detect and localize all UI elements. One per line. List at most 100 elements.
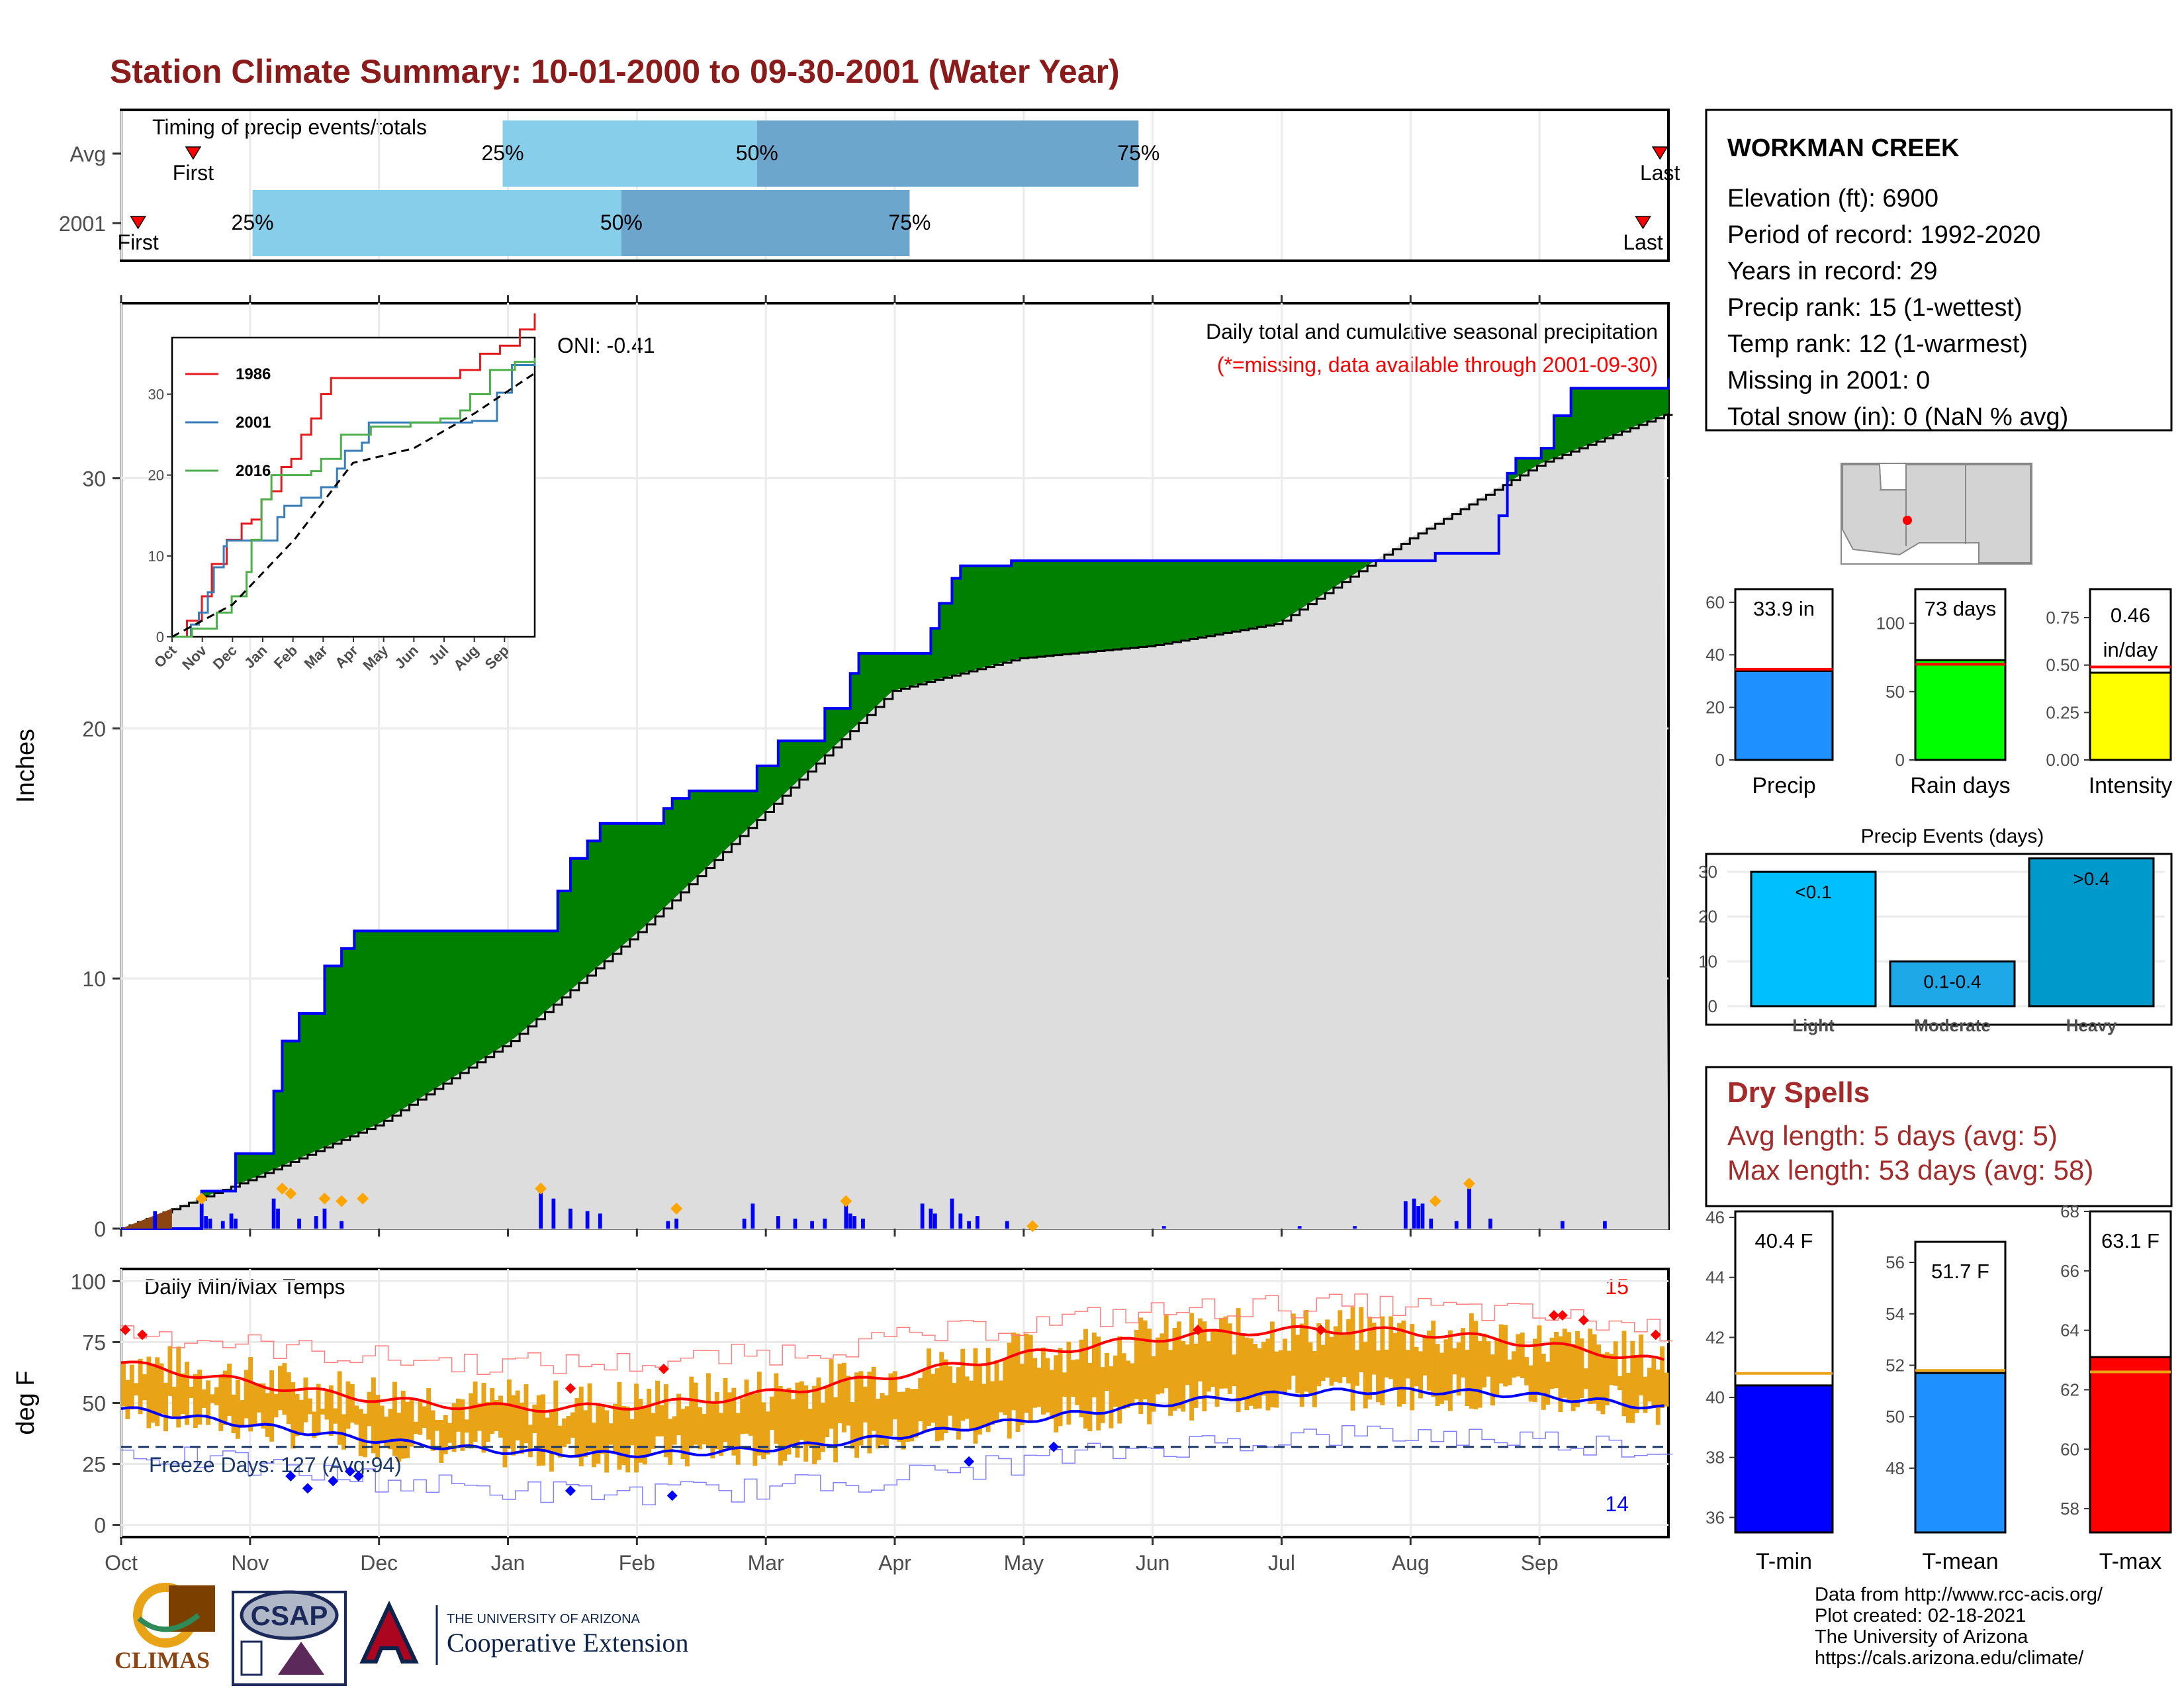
heavy-event-marker (357, 1192, 369, 1205)
dry-spells-avg: Avg length: 5 days (avg: 5) (1727, 1120, 2058, 1151)
daily-temp-range-bar (1524, 1357, 1529, 1385)
daily-temp-range-bar (227, 1363, 232, 1416)
record-high-marker (137, 1329, 148, 1340)
record-low-marker (285, 1470, 296, 1481)
daily-precip-bar (674, 1218, 679, 1229)
daily-temp-range-bar (1384, 1349, 1389, 1378)
daily-temp-range-bar (291, 1382, 296, 1449)
daily-temp-range-bar (447, 1423, 453, 1443)
daily-temp-range-bar (578, 1386, 584, 1467)
daily-temp-range-bar (1634, 1357, 1639, 1413)
heavy-event-marker (1026, 1220, 1039, 1233)
dry-spells-box: Dry Spells Avg length: 5 days (avg: 5) M… (1705, 1066, 2173, 1207)
heavy-event-marker (285, 1188, 297, 1200)
daily-temp-range-bar (206, 1380, 211, 1425)
daily-temp-range-bar (413, 1421, 418, 1434)
footer-credits: Data from http://www.rcc-acis.org/ Plot … (1815, 1584, 2103, 1669)
daily-temp-range-bar (1168, 1350, 1173, 1416)
daily-precip-bar (848, 1213, 852, 1229)
daily-temp-range-bar (146, 1356, 152, 1429)
heavy-event-marker (670, 1202, 683, 1215)
heavy-event-marker (336, 1195, 348, 1207)
temps-y-axis-label: deg F (12, 1370, 40, 1434)
daily-temp-range-bar (799, 1381, 804, 1440)
daily-temp-range-bar (1058, 1348, 1063, 1427)
record-high-marker (1192, 1325, 1203, 1336)
daily-temp-range-bar (1087, 1362, 1093, 1432)
station-info-line: Elevation (ft): 6900 (1727, 185, 1938, 212)
daily-temp-range-bar (358, 1409, 363, 1456)
daily-temp-range-bar (1558, 1336, 1563, 1413)
daily-temp-range-bar (1363, 1342, 1368, 1409)
temp-summary-value: 40.4 F (1755, 1229, 1813, 1252)
daily-temp-range-bar (426, 1388, 432, 1440)
last-event-label: Last (1623, 230, 1663, 254)
timing-p75-label: 75% (888, 211, 931, 234)
temp-summary-y-tick: 58 (2060, 1499, 2079, 1519)
daily-temp-range-bar (244, 1370, 249, 1419)
daily-temp-range-bar (672, 1416, 677, 1445)
summary-y-tick: 0 (1715, 750, 1725, 770)
daily-temp-range-bar (541, 1394, 546, 1466)
summary-y-tick: 20 (1706, 698, 1725, 718)
daily-temp-range-bar (1147, 1329, 1152, 1425)
daily-temp-range-bar (1134, 1329, 1139, 1399)
first-event-label: First (118, 230, 159, 254)
daily-temp-range-bar (1613, 1341, 1618, 1386)
daily-temp-range-bar (727, 1392, 732, 1450)
temp-summary-y-tick: 42 (1706, 1327, 1725, 1347)
daily-temp-range-bar (1003, 1360, 1008, 1415)
daily-temp-range-bar (349, 1383, 355, 1423)
daily-temp-range-bar (1236, 1308, 1241, 1413)
daily-temp-range-bar (770, 1396, 774, 1430)
station-info-line: Precip rank: 15 (1-wettest) (1727, 294, 2023, 322)
daily-temp-range-bar (201, 1389, 206, 1408)
daily-precip-bar (823, 1218, 827, 1229)
daily-temp-range-bar (655, 1380, 660, 1436)
above-average-area (121, 378, 1668, 1229)
daily-temp-range-bar (498, 1395, 503, 1438)
daily-temp-range-bar (1507, 1359, 1512, 1385)
summary-value-unit: in/day (2103, 638, 2158, 661)
daily-temp-range-bar (1304, 1309, 1309, 1392)
daily-temp-range-bar (451, 1403, 457, 1452)
daily-temp-range-bar (1511, 1351, 1516, 1378)
daily-temp-range-bar (608, 1423, 614, 1445)
summary-bar-label: Intensity (2089, 773, 2173, 798)
daily-temp-range-bar (1418, 1351, 1423, 1399)
daily-temp-range-bar (1651, 1356, 1657, 1407)
daily-temp-range-bar (583, 1410, 588, 1458)
daily-precip-bar (666, 1221, 670, 1229)
daily-temp-range-bar (1367, 1316, 1373, 1400)
daily-temp-range-bar (647, 1388, 652, 1454)
daily-temp-range-bar (1274, 1351, 1279, 1408)
temp-summary-y-tick: 50 (1886, 1407, 1905, 1427)
daily-precip-bar (229, 1213, 234, 1229)
first-event-label: First (173, 161, 214, 185)
daily-precip-bar (1005, 1221, 1009, 1229)
daily-temp-range-bar (409, 1398, 414, 1447)
month-tick-label: Jun (1136, 1551, 1170, 1575)
summary-y-tick: 0.25 (2046, 702, 2079, 722)
summary-y-tick: 100 (1876, 614, 1905, 633)
events-y-tick: 30 (1698, 862, 1717, 882)
daily-temp-range-bar (613, 1403, 617, 1452)
daily-temp-range-bar (905, 1387, 910, 1442)
daily-precip-bar (1603, 1221, 1607, 1229)
inset-legend-label: 1986 (236, 365, 271, 383)
daily-temp-range-bar (1655, 1369, 1661, 1425)
station-info-box: WORKMAN CREEK (1705, 109, 2173, 432)
record-high-line (121, 1293, 1673, 1375)
daily-temp-range-bar (985, 1348, 991, 1432)
daily-temp-range-bar (1232, 1354, 1237, 1387)
daily-temp-range-bar (952, 1383, 957, 1430)
month-tick-label: Aug (1392, 1551, 1430, 1575)
daily-temp-range-bar (1070, 1360, 1075, 1397)
record-low-marker (565, 1485, 576, 1497)
temp-summary-y-tick: 64 (2060, 1321, 2079, 1340)
daily-precip-bar (569, 1208, 572, 1229)
daily-temp-range-bar (1392, 1333, 1398, 1389)
observed-cumulative-line (121, 378, 1670, 1230)
daily-temp-range-bar (1155, 1337, 1160, 1395)
precip-events-chart: Precip Events (days) (1861, 825, 2044, 847)
